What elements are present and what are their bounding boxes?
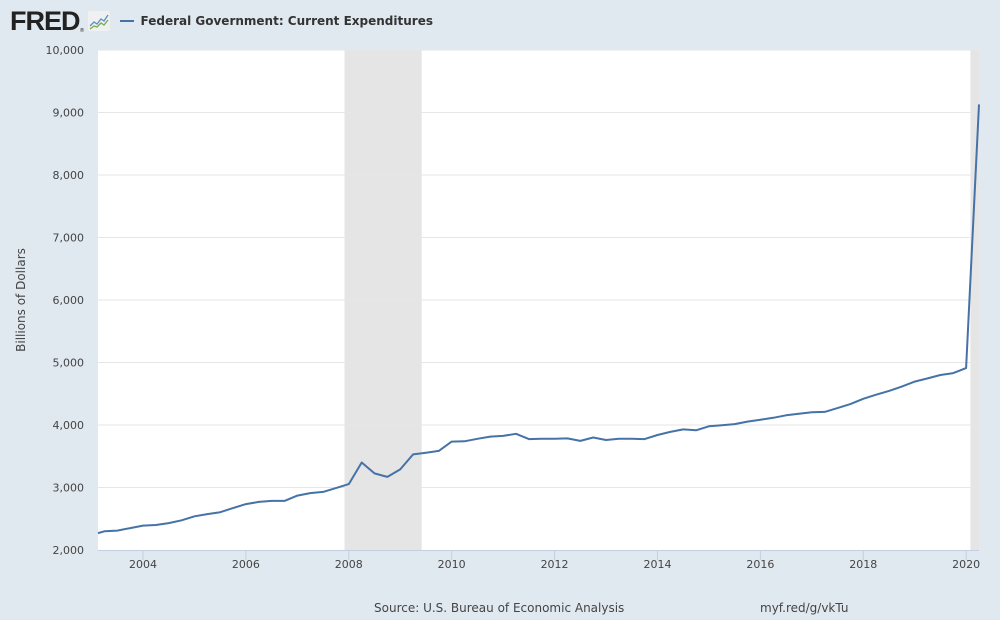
y-tick-label: 5,000 xyxy=(53,357,85,370)
x-tick-label: 2010 xyxy=(438,558,466,571)
x-tick-label: 2006 xyxy=(232,558,260,571)
y-tick-label: 7,000 xyxy=(53,232,85,245)
x-tick-label: 2018 xyxy=(849,558,877,571)
legend-swatch xyxy=(119,20,134,22)
series xyxy=(97,104,980,535)
series-line xyxy=(97,104,980,535)
legend-label: Federal Government: Current Expenditures xyxy=(140,14,433,28)
short-link[interactable]: myf.red/g/vkTu xyxy=(760,601,849,615)
x-tick-label: 2004 xyxy=(129,558,157,571)
x-tick-label: 2008 xyxy=(335,558,363,571)
x-axis: 2004 2006 2008 2010 2012 2014 2016 2018 2020 xyxy=(98,550,980,571)
x-tick-label: 2014 xyxy=(643,558,671,571)
y-tick-label: 6,000 xyxy=(53,294,85,307)
y-tick-label: 3,000 xyxy=(53,482,85,495)
y-tick-label: 8,000 xyxy=(53,169,85,182)
chart-header: FRED ® Federal Government: Current Expen… xyxy=(10,6,433,36)
x-tick-label: 2012 xyxy=(541,558,569,571)
y-tick-label: 9,000 xyxy=(53,107,85,120)
y-axis: 2,000 3,000 4,000 5,000 6,000 7,000 8,000 9,000… xyxy=(46,44,85,557)
chart-legend: Federal Government: Current Expenditures xyxy=(119,14,433,28)
gridlines xyxy=(98,49,979,488)
y-axis-title: Billions of Dollars xyxy=(14,248,28,352)
y-tick-label: 2,000 xyxy=(53,544,85,557)
y-tick-label: 10,000 xyxy=(46,44,85,57)
y-tick-label: 4,000 xyxy=(53,419,85,432)
x-tick-label: 2016 xyxy=(746,558,774,571)
x-tick-label: 2020 xyxy=(952,558,980,571)
fred-logo[interactable]: FRED xyxy=(10,6,80,36)
source-note: Source: U.S. Bureau of Economic Analysis xyxy=(374,601,625,615)
registered-mark: ® xyxy=(79,28,85,34)
line-chart-icon xyxy=(87,11,110,31)
